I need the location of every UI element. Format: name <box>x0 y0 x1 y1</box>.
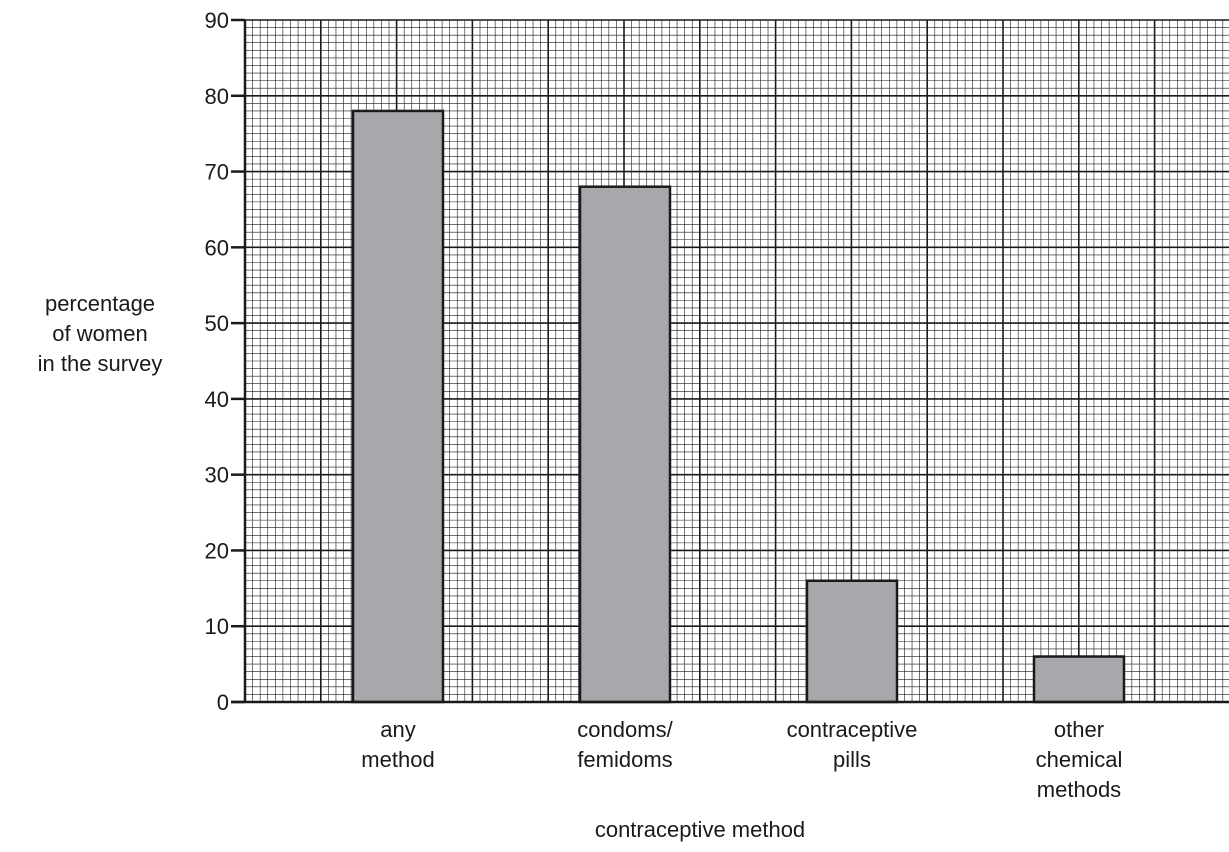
bar-0 <box>351 109 445 704</box>
y-tick-label: 40 <box>205 387 229 412</box>
y-tick-label: 10 <box>205 614 229 639</box>
category-label: contraceptive pills <box>787 717 918 772</box>
axes <box>231 20 1229 704</box>
y-tick-label: 20 <box>205 538 229 563</box>
y-tick-label: 80 <box>205 84 229 109</box>
x-axis-category-labels: any method condoms/femidoms contraceptive pi… <box>361 717 1122 802</box>
minor-grid <box>245 20 1229 702</box>
y-axis-ticks: 0 10 20 30 40 50 60 70 80 90 <box>205 8 245 715</box>
bar-2 <box>805 579 899 704</box>
x-axis-label: contraceptive method <box>595 817 805 842</box>
category-label: condoms/femidoms <box>577 717 673 772</box>
y-tick-label: 30 <box>205 463 229 488</box>
bar-3 <box>1032 655 1126 704</box>
y-axis-label: percentage of women in the survey <box>38 291 163 376</box>
y-tick-label: 0 <box>217 690 229 715</box>
y-tick-label: 50 <box>205 311 229 336</box>
y-tick-label: 60 <box>205 235 229 260</box>
bar-1 <box>578 185 672 704</box>
category-label: any method <box>361 717 434 772</box>
bars <box>351 109 1126 704</box>
category-label: other chemical methods <box>1036 717 1123 802</box>
y-tick-label: 70 <box>205 160 229 185</box>
y-tick-label: 90 <box>205 8 229 33</box>
